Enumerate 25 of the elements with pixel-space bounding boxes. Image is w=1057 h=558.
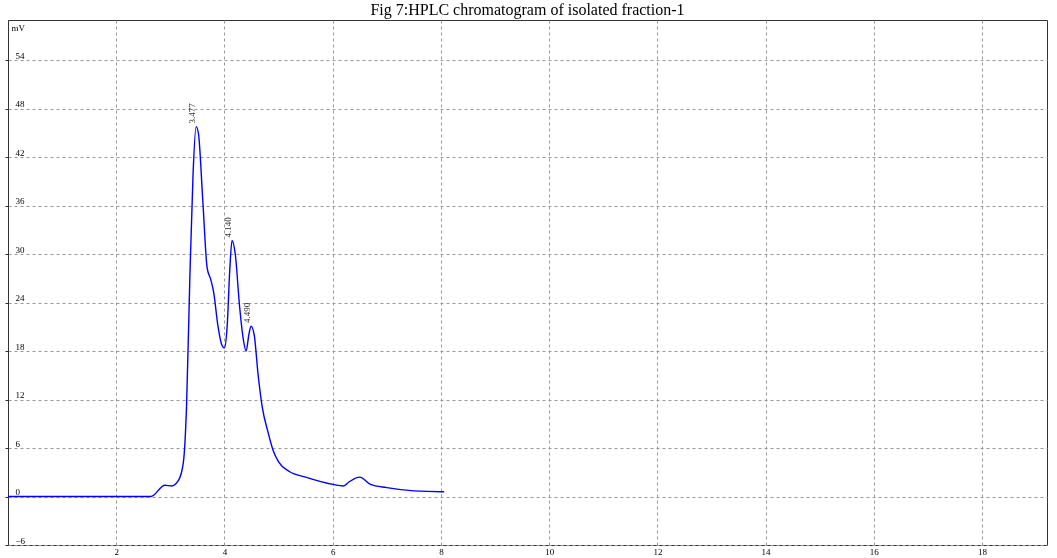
x-tick-label: 4 <box>222 546 228 557</box>
x-tick-label: 10 <box>545 546 555 557</box>
chart-title: Fig 7:HPLC chromatogram of isolated fraction-1 <box>370 1 685 19</box>
y-tick-label: 36 <box>15 196 25 207</box>
x-tick-label: 2 <box>114 546 119 557</box>
y-tick-label: 48 <box>15 99 25 110</box>
x-tick-label: 14 <box>761 546 772 557</box>
x-tick-label: 16 <box>869 546 880 557</box>
y-tick-label: 12 <box>15 390 25 401</box>
y-tick-label: 24 <box>15 293 25 304</box>
x-tick-label: 18 <box>978 546 988 557</box>
x-tick-label: 6 <box>330 546 336 557</box>
x-tick-label: 12 <box>653 546 663 557</box>
annotation: 4.140 <box>223 216 234 238</box>
y-tick-label: 0 <box>15 487 21 498</box>
annotation: 4.490 <box>241 302 252 324</box>
y-tick-label: 42 <box>15 147 25 158</box>
annotation: 3.477 <box>187 102 198 124</box>
y-tick-label: 6 <box>15 438 21 449</box>
y-tick-label: −6 <box>15 535 26 546</box>
y-tick-label: 30 <box>15 244 25 255</box>
y-axis-title: mV <box>11 22 26 33</box>
y-tick-label: 54 <box>15 50 25 61</box>
x-tick-label: 8 <box>439 546 445 557</box>
y-tick-label: 18 <box>15 341 25 352</box>
